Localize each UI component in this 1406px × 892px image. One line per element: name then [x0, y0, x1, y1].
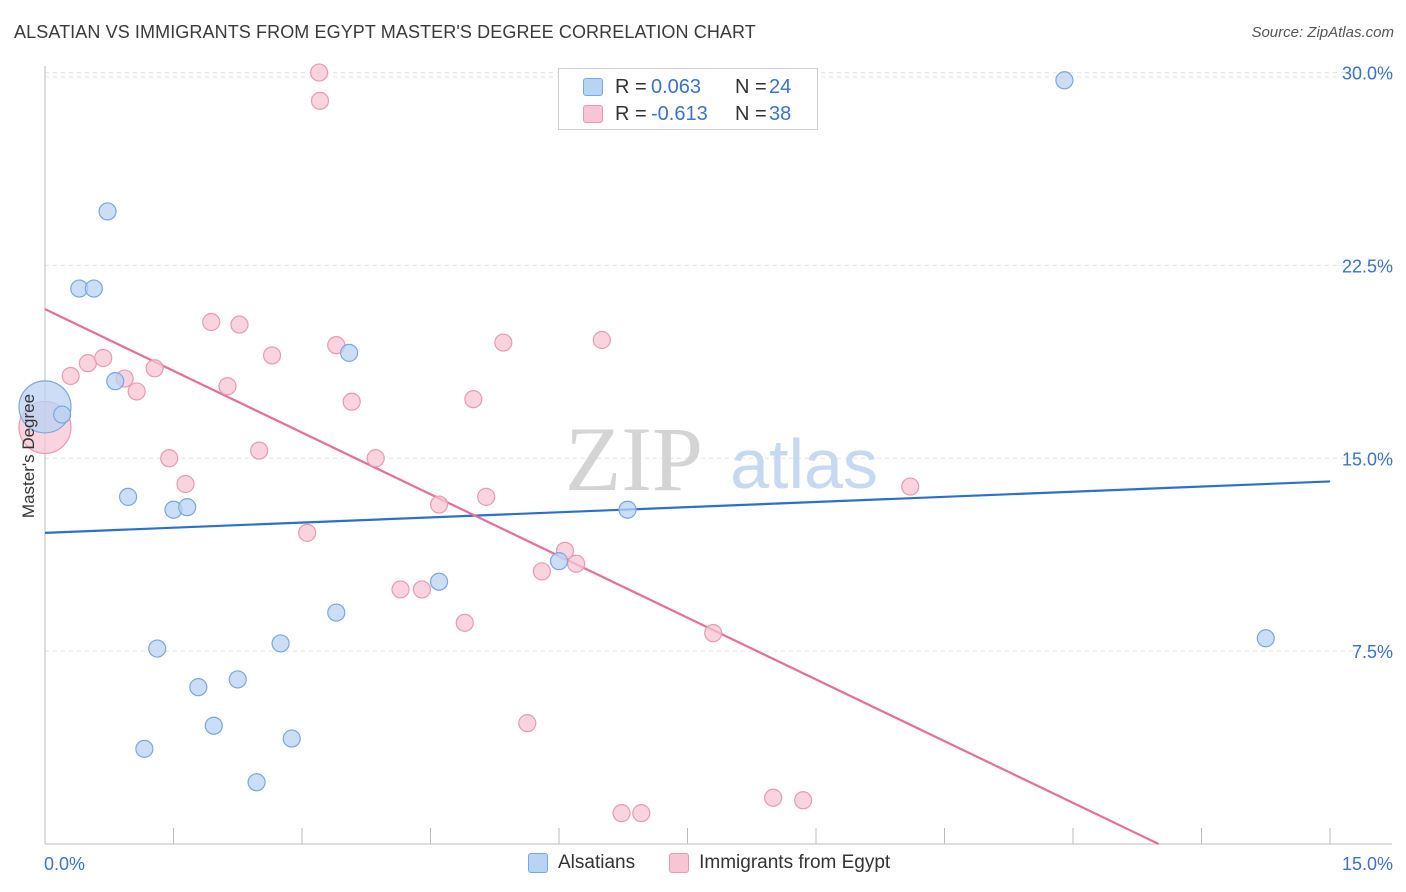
r-value: -0.613	[651, 102, 708, 125]
alsatian-point	[282, 729, 301, 748]
egypt-point	[532, 562, 551, 581]
egypt-point	[518, 714, 537, 733]
egypt-point	[494, 333, 513, 352]
legend-row-alsatians: R = 0.063 N = 24	[583, 74, 791, 100]
alsatian-point	[135, 739, 154, 758]
n-value: 24	[769, 75, 792, 98]
alsatian-point	[340, 343, 359, 362]
alsatian-point	[98, 202, 117, 221]
y-tick-label: 22.5%	[1342, 256, 1393, 276]
alsatian-point	[429, 572, 449, 591]
r-label: R =	[615, 102, 647, 125]
egypt-point	[366, 449, 385, 468]
alsatian-point	[84, 279, 103, 298]
tick-labels: 7.5% 15.0% 22.5% 30.0% 0.0% 15.0%	[44, 64, 1393, 874]
egypt-point	[250, 441, 269, 460]
egypt-trend-line	[44, 308, 1160, 845]
egypt-point	[477, 487, 496, 506]
y-tick-label: 7.5%	[1352, 642, 1393, 662]
egypt-point	[298, 523, 317, 542]
egypt-point	[262, 346, 282, 365]
egypt-point	[310, 63, 329, 82]
egypt-point	[704, 624, 723, 643]
egypt-point	[592, 330, 611, 350]
egypt-point	[176, 474, 195, 494]
alsatian-point	[106, 372, 125, 391]
alsatian-point	[148, 639, 167, 658]
y-axis-label: Master's Degree	[19, 394, 38, 518]
egypt-point	[230, 315, 249, 334]
legend-label: Alsatians	[558, 852, 636, 873]
alsatian-point	[189, 678, 208, 697]
egypt-point	[632, 804, 651, 823]
egypt-point	[310, 91, 330, 110]
egypt-point	[391, 580, 410, 599]
x-tick-label: 15.0%	[1342, 854, 1393, 874]
alsatian-point	[228, 670, 247, 689]
watermark-atlas: atlas	[730, 425, 878, 503]
r-label: R =	[615, 75, 647, 98]
n-value: 38	[769, 102, 792, 125]
legend-label: Immigrants from Egypt	[699, 852, 891, 873]
watermark: ZIP atlas	[565, 408, 878, 510]
alsatian-point	[178, 498, 197, 517]
egypt-point	[202, 312, 221, 332]
egypt-point	[61, 366, 80, 386]
alsatian-point	[204, 716, 223, 735]
egypt-point	[218, 377, 237, 396]
egypt-point	[764, 788, 783, 807]
alsatian-point	[271, 634, 290, 653]
alsatian-point	[327, 603, 346, 622]
pink-swatch	[669, 853, 690, 873]
n-label: N =	[735, 75, 767, 98]
egypt-point	[429, 495, 449, 514]
egypt-point	[794, 791, 813, 810]
alsatian-point	[618, 500, 637, 519]
r-value: 0.063	[651, 75, 702, 98]
n-label: N =	[735, 102, 767, 125]
stats-legend: R = 0.063 N = 24 R = -0.613 N = 38	[558, 68, 818, 130]
egypt-point	[412, 580, 432, 599]
egypt-point	[464, 390, 483, 409]
egypt-point	[78, 354, 97, 373]
legend-item-alsatians[interactable]: Alsatians	[528, 852, 635, 874]
egypt-point	[455, 613, 474, 632]
egypt-point	[127, 382, 146, 401]
x-tick-label: 0.0%	[44, 854, 85, 874]
egypt-point	[567, 554, 586, 573]
pink-swatch	[583, 105, 603, 123]
alsatian-point	[247, 773, 266, 792]
alsatian-point	[1055, 71, 1074, 90]
chart-title: ALSATIAN VS IMMIGRANTS FROM EGYPT MASTER…	[14, 22, 756, 42]
egypt-point	[901, 477, 920, 496]
alsatian-point	[53, 405, 72, 424]
egypt-point	[94, 348, 113, 368]
alsatian-point	[118, 487, 138, 506]
alsatian-point	[1256, 629, 1275, 648]
egypt-point	[160, 449, 179, 468]
blue-swatch	[583, 78, 603, 96]
trend-lines	[44, 308, 1331, 845]
grid-lines	[45, 72, 1392, 652]
watermark-zip: ZIP	[565, 408, 703, 510]
blue-swatch	[528, 853, 548, 873]
source-credit: Source: ZipAtlas.com	[1251, 24, 1394, 41]
egypt-point	[612, 804, 631, 823]
egypt-point	[145, 359, 164, 378]
y-tick-label: 15.0%	[1342, 449, 1393, 469]
y-tick-label: 30.0%	[1342, 64, 1393, 84]
alsatian-trend-line	[44, 480, 1331, 534]
alsatian-point	[549, 552, 569, 571]
series-legend: Alsatians Immigrants from Egypt	[528, 852, 924, 874]
egypt-point	[342, 392, 361, 411]
legend-item-egypt[interactable]: Immigrants from Egypt	[669, 852, 890, 874]
axes	[44, 66, 1392, 845]
legend-row-egypt: R = -0.613 N = 38	[583, 101, 791, 127]
data-points	[18, 63, 1275, 823]
